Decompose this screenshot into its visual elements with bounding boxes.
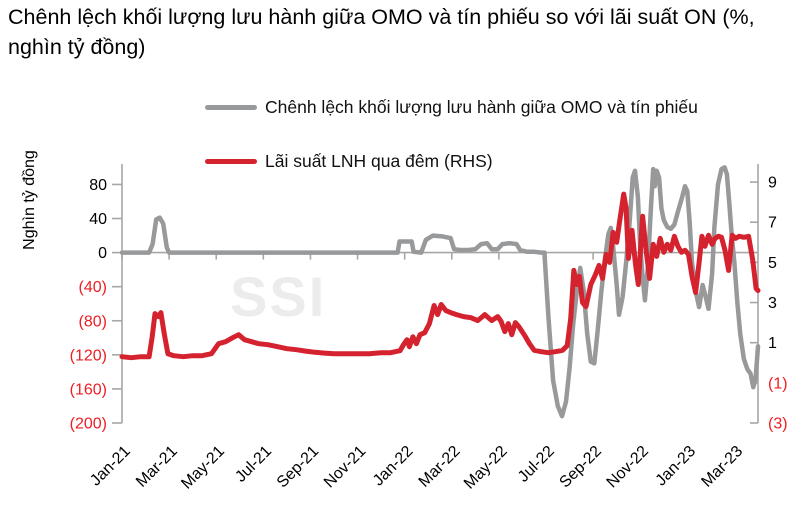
right-tick-label: 9 [768, 175, 777, 192]
chart-title: Chênh lệch khối lượng lưu hành giữa OMO … [8, 5, 755, 59]
legend-label-omo-difference: Chênh lệch khối lượng lưu hành giữa OMO … [265, 96, 698, 117]
x-tick-label: Jan-22 [370, 443, 417, 490]
legend-line-swatch-red [205, 158, 257, 164]
x-tick-label: Jul-22 [515, 443, 558, 486]
legend-label-overnight-rate: Lãi suất LNH qua đêm (RHS) [265, 150, 493, 171]
right-tick-label: (3) [768, 416, 788, 433]
left-tick-label: 80 [89, 177, 107, 194]
right-tick-label: (1) [768, 375, 788, 392]
x-tick-label: Sep-21 [274, 443, 323, 492]
x-tick-label: Nov-21 [321, 443, 370, 492]
legend-item-overnight-rate: Lãi suất LNH qua đêm (RHS) [205, 150, 765, 172]
series-line-overnight-rate [119, 191, 761, 361]
left-tick-label: 40 [89, 211, 107, 228]
left-tick-label: (120) [70, 347, 107, 364]
x-tick-label: Jan-23 [653, 443, 700, 490]
left-tick-label: (80) [79, 313, 107, 330]
legend-item-omo-difference: Chênh lệch khối lượng lưu hành giữa OMO … [205, 96, 765, 118]
x-tick-label: May-22 [461, 443, 511, 493]
x-tick-label: May-21 [178, 443, 228, 493]
legend: Chênh lệch khối lượng lưu hành giữa OMO … [205, 96, 765, 204]
x-tick-label: Mar-21 [133, 443, 181, 491]
legend-line-swatch-gray [205, 104, 257, 110]
left-tick-label: (40) [79, 279, 107, 296]
x-tick-label: Mar-23 [698, 443, 746, 491]
x-tick-label: Jan-21 [87, 443, 134, 490]
series-line-omo-difference [119, 165, 761, 419]
right-tick-label: 7 [768, 215, 777, 232]
left-tick-label: (200) [70, 416, 107, 433]
right-tick-label: 3 [768, 295, 777, 312]
x-tick-label: Mar-22 [416, 443, 464, 491]
x-tick-label: Nov-22 [604, 443, 653, 492]
left-tick-label: (160) [70, 381, 107, 398]
left-tick-label: 0 [98, 245, 107, 262]
right-tick-label: 5 [768, 255, 777, 272]
x-tick-label: Jul-21 [232, 443, 275, 486]
ssi-watermark: SSI [230, 265, 327, 328]
right-tick-label: 1 [768, 335, 777, 352]
x-tick-label: Sep-22 [556, 443, 605, 492]
